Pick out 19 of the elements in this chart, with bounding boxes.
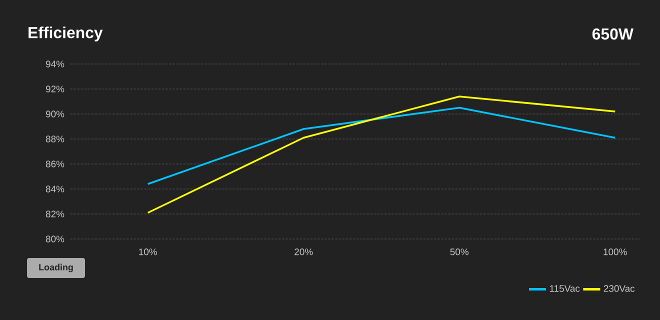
x-tick-label: 10%: [139, 248, 158, 256]
y-tick-label: 94%: [46, 60, 64, 68]
y-tick-label: 80%: [46, 236, 64, 242]
y-tick-label: 86%: [46, 160, 64, 168]
chart-subtitle: 650W: [592, 28, 634, 40]
line-series: [146, 106, 616, 185]
y-tick-label: 82%: [46, 210, 64, 218]
x-tick-label: 20%: [294, 248, 313, 256]
legend-label: 115Vac: [550, 285, 580, 292]
legend-label: 230Vac: [604, 285, 635, 292]
x-tick-label: 50%: [450, 248, 468, 256]
x-tick-label: 100%: [604, 248, 627, 256]
x-axis-title: Loading: [39, 264, 73, 272]
chart-title: Efficiency: [28, 26, 103, 42]
line-series: [146, 96, 616, 214]
y-tick-label: 92%: [46, 86, 64, 92]
y-tick-label: 84%: [46, 186, 64, 192]
y-tick-label: 88%: [46, 136, 64, 142]
y-tick-label: 90%: [46, 110, 64, 118]
